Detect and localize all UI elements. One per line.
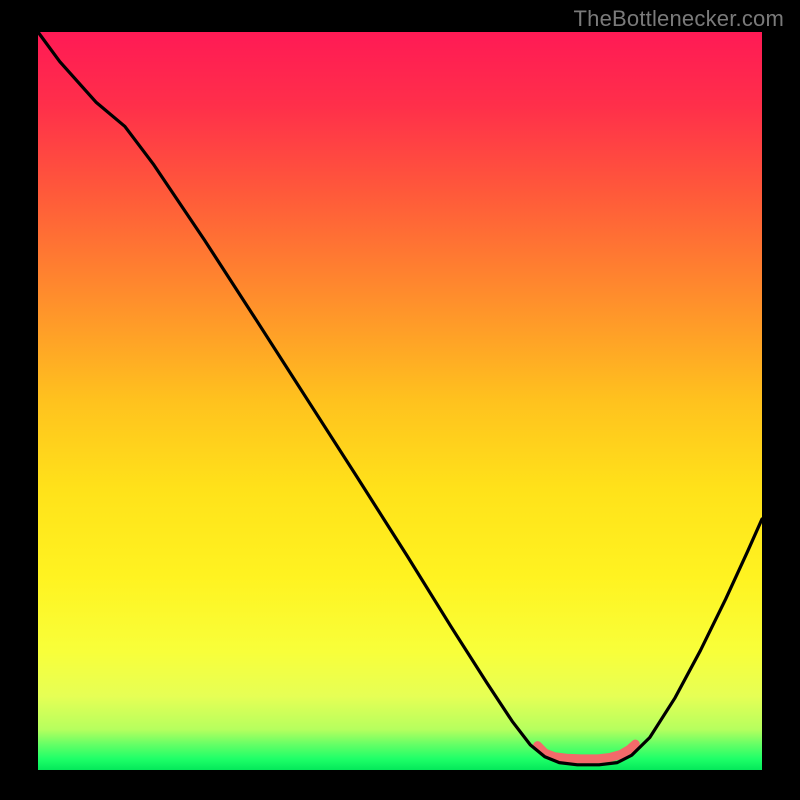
bottleneck-chart — [0, 0, 800, 800]
gradient-background — [38, 32, 762, 770]
watermark-text: TheBottlenecker.com — [574, 6, 784, 32]
